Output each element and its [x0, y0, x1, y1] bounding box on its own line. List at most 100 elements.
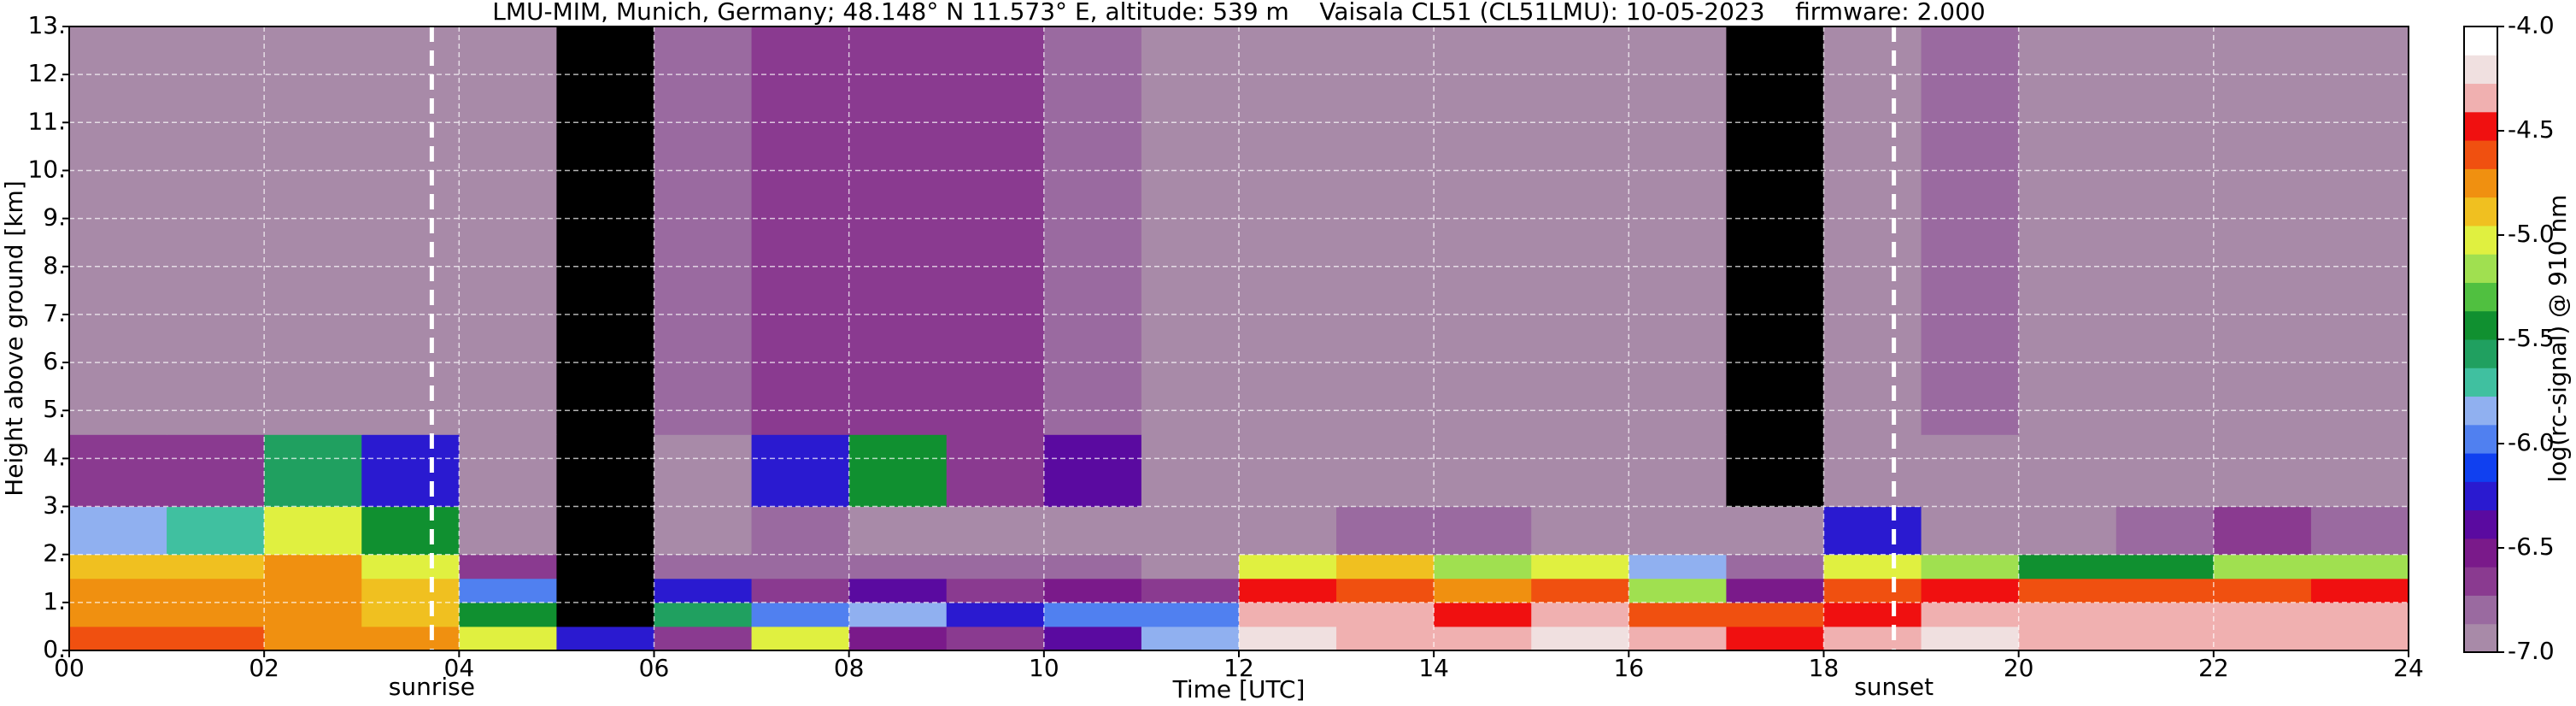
- y-tick-label: 6.: [43, 347, 66, 375]
- heatmap-cell: [459, 506, 557, 556]
- x-tick-label: 02: [249, 654, 279, 682]
- y-axis-label: Height above ground [km]: [0, 180, 28, 497]
- heatmap-cell: [751, 26, 850, 435]
- heatmap-cell: [1823, 506, 1922, 556]
- colorbar-label: log(rc-signal) @ 910 nm: [2544, 195, 2572, 483]
- heatmap-cell: [2310, 26, 2409, 435]
- heatmap-cell: [1823, 578, 1922, 603]
- heatmap-cell: [2115, 506, 2215, 556]
- heatmap-cell: [2115, 626, 2215, 651]
- heatmap-cell: [1823, 26, 1922, 435]
- heatmap-cell: [1531, 626, 1629, 651]
- heatmap-cell: [69, 626, 167, 651]
- colorbar-swatch: [2464, 481, 2497, 511]
- y-tick-label: 5.: [43, 395, 66, 423]
- heatmap-cell: [69, 578, 167, 603]
- x-tick-label: 10: [1029, 654, 1059, 682]
- y-tick-label: 7.: [43, 299, 66, 327]
- heatmap-cell: [69, 554, 167, 580]
- x-tick-label: 18: [1809, 654, 1840, 682]
- heatmap-cell: [1921, 626, 2020, 651]
- heatmap-cell: [2018, 506, 2117, 556]
- heatmap-cell: [459, 26, 557, 435]
- heatmap-cell: [1726, 506, 1824, 556]
- colorbar-swatch: [2464, 538, 2497, 568]
- heatmap-cell: [1726, 626, 1824, 651]
- colorbar-swatch: [2464, 424, 2497, 454]
- heatmap-cell: [848, 578, 948, 603]
- heatmap-cell: [1921, 578, 2020, 603]
- heatmap-cell: [1531, 602, 1629, 627]
- y-tick-label: 11.: [27, 107, 66, 135]
- heatmap-cell: [2213, 554, 2312, 580]
- heatmap-cell: [1726, 434, 1824, 508]
- heatmap-cell: [1921, 26, 2020, 435]
- heatmap-cell: [2310, 506, 2409, 556]
- heatmap-cell: [1141, 26, 1240, 435]
- y-tick-label: 1.: [43, 587, 66, 615]
- heatmap-cell: [1336, 626, 1435, 651]
- heatmap-cell: [1043, 602, 1142, 627]
- heatmap-cell: [69, 506, 167, 556]
- heatmap-cell: [848, 626, 948, 651]
- x-tick-label: 00: [54, 654, 85, 682]
- plot-frame: [68, 26, 2409, 651]
- heatmap-cell: [2213, 578, 2312, 603]
- chart-title: LMU-MIM, Munich, Germany; 48.148° N 11.5…: [492, 0, 1986, 26]
- heatmap-cell: [167, 434, 265, 508]
- heatmap-cell: [1239, 434, 1337, 508]
- heatmap-cell: [1921, 602, 2020, 627]
- heatmap-cell: [1628, 434, 1727, 508]
- heatmap-cell: [1336, 578, 1435, 603]
- heatmap-cell: [2018, 434, 2117, 508]
- heatmap-cell: [751, 578, 850, 603]
- heatmap-cell: [69, 602, 167, 627]
- heatmap-cell: [2018, 602, 2117, 627]
- colorbar-tick-label: -4.5: [2508, 115, 2555, 144]
- heatmap-cell: [946, 434, 1045, 508]
- heatmap-cell: [654, 26, 753, 435]
- heatmap-cell: [1434, 626, 1532, 651]
- heatmap-cell: [1141, 626, 1240, 651]
- heatmap-cell: [1921, 554, 2020, 580]
- x-tick-label: 06: [639, 654, 670, 682]
- heatmap-cell: [654, 578, 753, 603]
- heatmap-cell: [264, 554, 362, 580]
- heatmap-cell: [1823, 434, 1922, 508]
- y-tick-label: 10.: [27, 155, 66, 183]
- heatmap-cell: [1726, 26, 1824, 435]
- annotation-label: sunrise: [389, 673, 475, 701]
- heatmap-cell: [1628, 26, 1727, 435]
- heatmap-cell: [1043, 434, 1142, 508]
- heatmap-cell: [361, 506, 460, 556]
- colorbar-swatch: [2464, 453, 2497, 482]
- heatmap-cell: [167, 554, 265, 580]
- x-tick-label: 24: [2393, 654, 2424, 682]
- heatmap-cell: [1823, 602, 1922, 627]
- heatmap-cell: [1043, 578, 1142, 603]
- heatmap-cell: [264, 626, 362, 651]
- heatmap-cell: [1043, 26, 1142, 435]
- heatmap-cell: [751, 626, 850, 651]
- heatmap-cell: [848, 506, 948, 556]
- heatmap-cell: [654, 554, 753, 580]
- heatmap-cell: [1628, 578, 1727, 603]
- heatmap-cell: [654, 434, 753, 508]
- heatmap-cell: [2018, 26, 2117, 435]
- heatmap-cell: [1239, 602, 1337, 627]
- heatmap-cell: [848, 434, 948, 508]
- heatmap-cell: [2310, 578, 2409, 603]
- heatmap-cell: [556, 626, 654, 651]
- heatmap-cell: [654, 626, 753, 651]
- heatmap-cell: [1141, 554, 1240, 580]
- heatmap-cell: [1434, 554, 1532, 580]
- heatmap-cell: [2310, 554, 2409, 580]
- heatmap-cell: [2213, 626, 2312, 651]
- colorbar-swatch: [2464, 509, 2497, 539]
- heatmap-cell: [361, 434, 460, 508]
- colorbar-tick-label: -7.0: [2508, 637, 2555, 665]
- heatmap-cell: [2018, 578, 2117, 603]
- heatmap-cell: [1628, 626, 1727, 651]
- heatmap-cell: [1239, 506, 1337, 556]
